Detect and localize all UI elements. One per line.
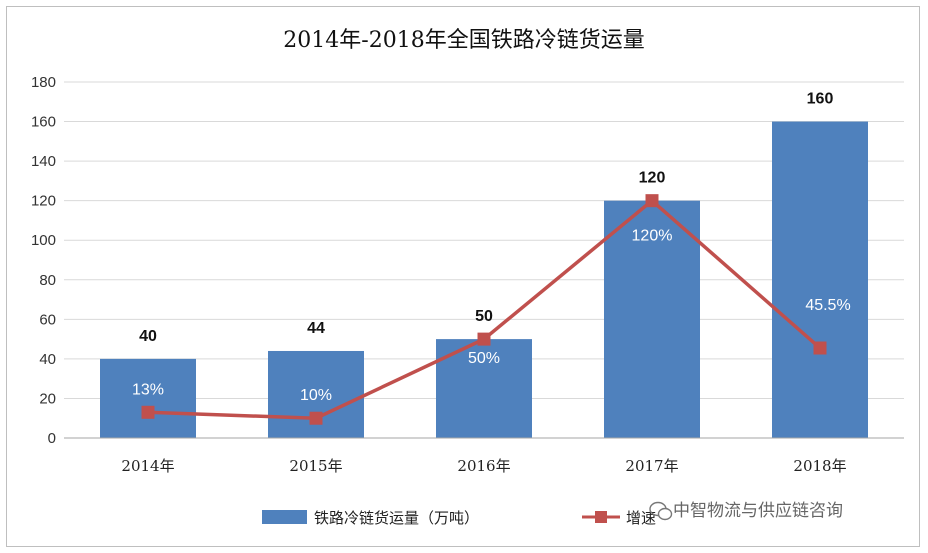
bar-value-label: 50 [475,308,493,325]
gridlines [64,81,904,399]
x-tick-label: 2018年 [793,457,846,475]
chart-title: 2014年-2018年全国铁路冷链货运量 [283,28,644,53]
wechat-icon [649,501,673,521]
growth-value-label: 50% [468,350,500,367]
y-axis: 0 20 40 60 80 100 120 140 160 180 [31,74,56,447]
legend-line-label: 增速 [626,509,656,527]
watermark: 中智物流与供应链咨询 [649,501,843,521]
y-tick-label: 140 [31,153,56,170]
growth-marker [477,332,491,346]
y-tick-label: 100 [31,232,56,249]
bar [100,358,196,438]
growth-marker [141,405,155,419]
y-tick-label: 60 [39,311,56,328]
x-tick-label: 2015年 [289,457,342,475]
x-tick-label: 2016年 [457,457,510,475]
growth-value-label: 120% [632,228,673,245]
y-tick-label: 160 [31,114,56,131]
growth-marker [645,194,659,208]
x-tick-label: 2014年 [121,457,174,475]
legend: 铁路冷链货运量（万吨） 增速 [262,509,656,527]
bar [604,200,700,438]
y-tick-label: 180 [31,74,56,91]
bar-value-label: 120 [639,170,666,187]
bar-value-label: 160 [807,91,834,108]
growth-marker [813,341,827,355]
bar-value-label: 40 [139,328,157,345]
growth-value-label: 45.5% [805,297,850,314]
growth-value-label: 10% [300,387,332,404]
y-tick-label: 80 [39,272,56,289]
bar-value-label: 44 [307,320,325,337]
legend-bar-swatch [262,510,307,524]
data-labels: 40 44 50 120 160 13% 10% 50% 120% 45.5% [132,91,851,405]
legend-bar-label: 铁路冷链货运量（万吨） [314,509,479,527]
bar [772,121,868,439]
y-tick-label: 0 [48,430,56,447]
chart-frame [6,6,920,547]
growth-line-series [141,194,827,425]
y-tick-label: 120 [31,193,56,210]
y-tick-label: 40 [39,351,56,368]
growth-value-label: 13% [132,381,164,398]
x-axis: 2014年 2015年 2016年 2017年 2018年 [64,437,904,475]
watermark-text: 中智物流与供应链咨询 [673,501,843,521]
bar-series [100,121,868,439]
y-tick-label: 20 [39,390,56,407]
growth-marker [309,411,323,425]
legend-line-marker [595,511,607,523]
x-tick-label: 2017年 [625,457,678,475]
